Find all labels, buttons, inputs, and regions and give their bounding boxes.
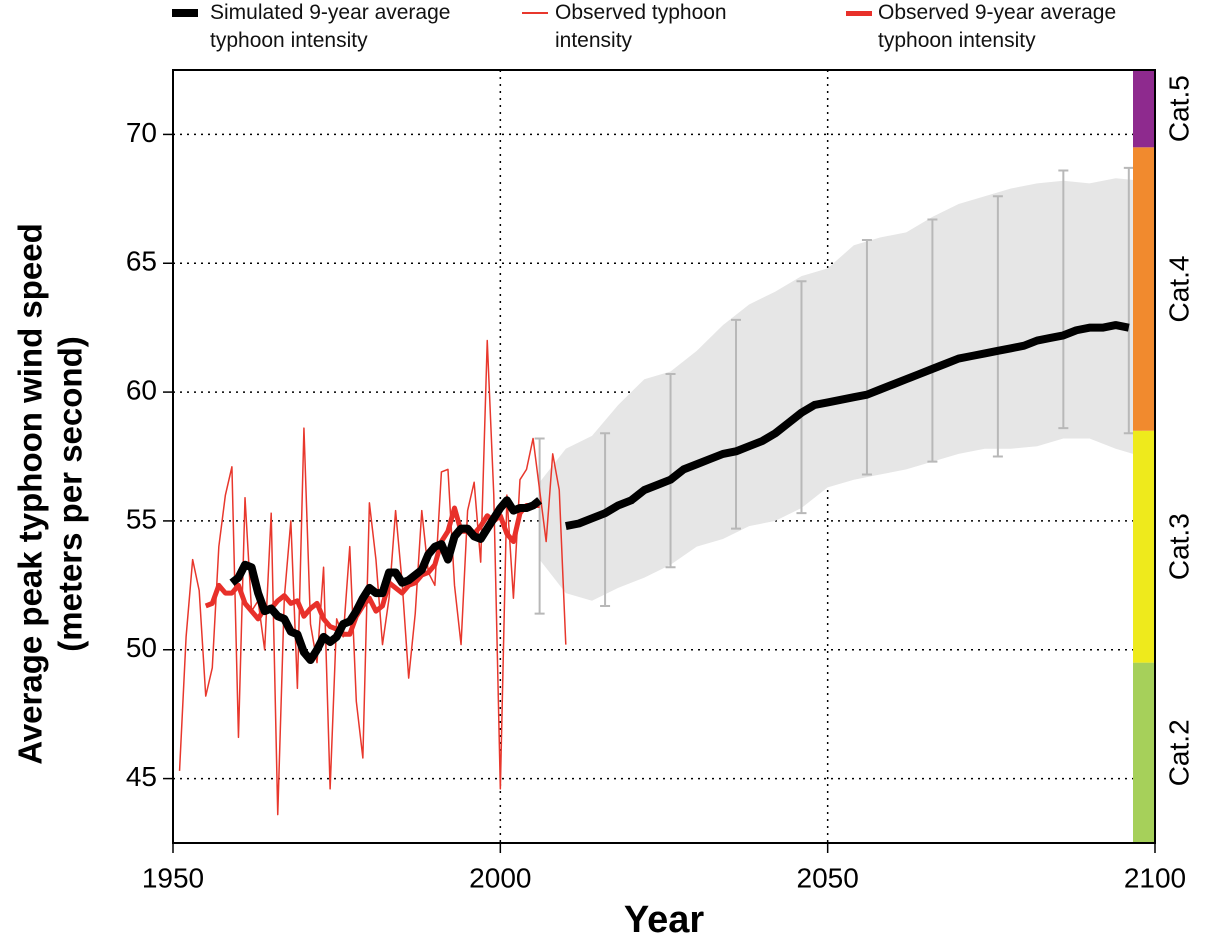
- x-tick-label: 2100: [1124, 862, 1186, 893]
- error-bar: [534, 437, 545, 615]
- y-tick-label: 65: [126, 246, 157, 277]
- series-line: [229, 321, 1130, 665]
- series-line: [178, 339, 567, 816]
- error-bar: [600, 432, 611, 607]
- plot-frame: [172, 69, 1156, 844]
- legend-label: Observed 9-year average typhoon intensit…: [878, 1, 1117, 52]
- y-tick-label: 45: [126, 761, 157, 792]
- error-bar: [992, 195, 1003, 458]
- legend-label: Simulated 9-year average typhoon intensi…: [210, 1, 451, 52]
- uncertainty-band: [539, 178, 1142, 601]
- legend-swatch: [522, 12, 548, 14]
- series-line: [204, 502, 540, 637]
- category-label: Cat.2: [1163, 719, 1194, 786]
- error-bar: [927, 218, 938, 463]
- category-band: [1133, 430, 1155, 663]
- category-label: Cat.3: [1163, 513, 1194, 580]
- x-tick-label: 1950: [142, 862, 204, 893]
- y-tick-label: 60: [126, 374, 157, 405]
- legend-swatch: [172, 9, 198, 17]
- error-bar: [861, 239, 872, 476]
- x-tick-label: 2050: [797, 862, 859, 893]
- category-label: Cat.4: [1163, 256, 1194, 323]
- error-bar: [1123, 166, 1134, 435]
- y-axis-label: (meters per second): [52, 336, 89, 651]
- legend-label: Observed typhoon intensity: [555, 1, 727, 52]
- category-label: Cat.5: [1163, 75, 1194, 142]
- y-tick-label: 70: [126, 117, 157, 148]
- error-bar: [1058, 169, 1069, 430]
- category-band: [1133, 147, 1155, 431]
- category-band: [1133, 70, 1155, 148]
- y-axis-label: Average peak typhoon wind speed: [12, 223, 49, 765]
- y-tick-label: 50: [126, 632, 157, 663]
- error-bar: [665, 373, 676, 569]
- category-band: [1133, 662, 1155, 843]
- error-bar: [796, 280, 807, 515]
- x-tick-label: 2000: [469, 862, 531, 893]
- y-tick-label: 55: [126, 503, 157, 534]
- error-bar: [731, 318, 742, 530]
- legend-swatch: [846, 10, 872, 16]
- x-axis-label: Year: [624, 899, 705, 941]
